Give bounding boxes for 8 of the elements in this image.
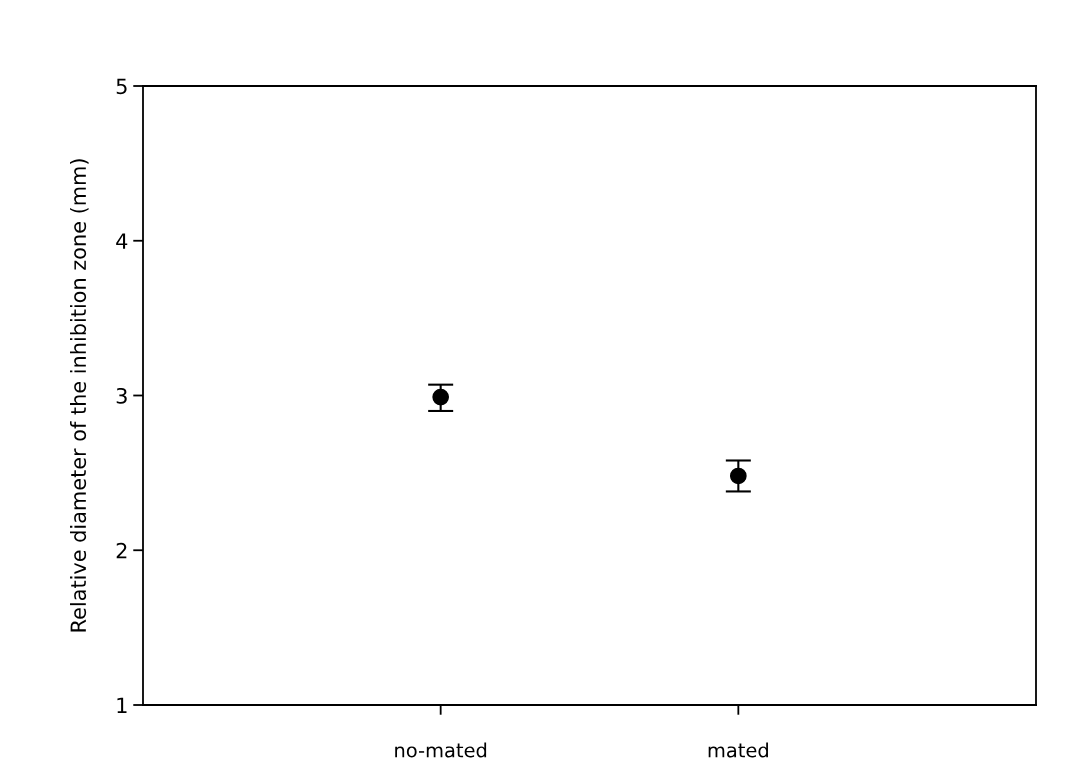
y-tick-label: 5	[116, 78, 127, 95]
x-tick-label: no-mated	[395, 742, 487, 758]
x-tick-label: mated	[708, 742, 768, 758]
y-tick-label: 4	[116, 233, 128, 249]
y-tick-label: 3	[116, 387, 127, 404]
y-tick-label: 2	[116, 542, 127, 559]
y-tick-label: 1	[117, 697, 127, 713]
y-axis-title: Relative diameter of the inhibition zone (mm)	[70, 159, 89, 632]
